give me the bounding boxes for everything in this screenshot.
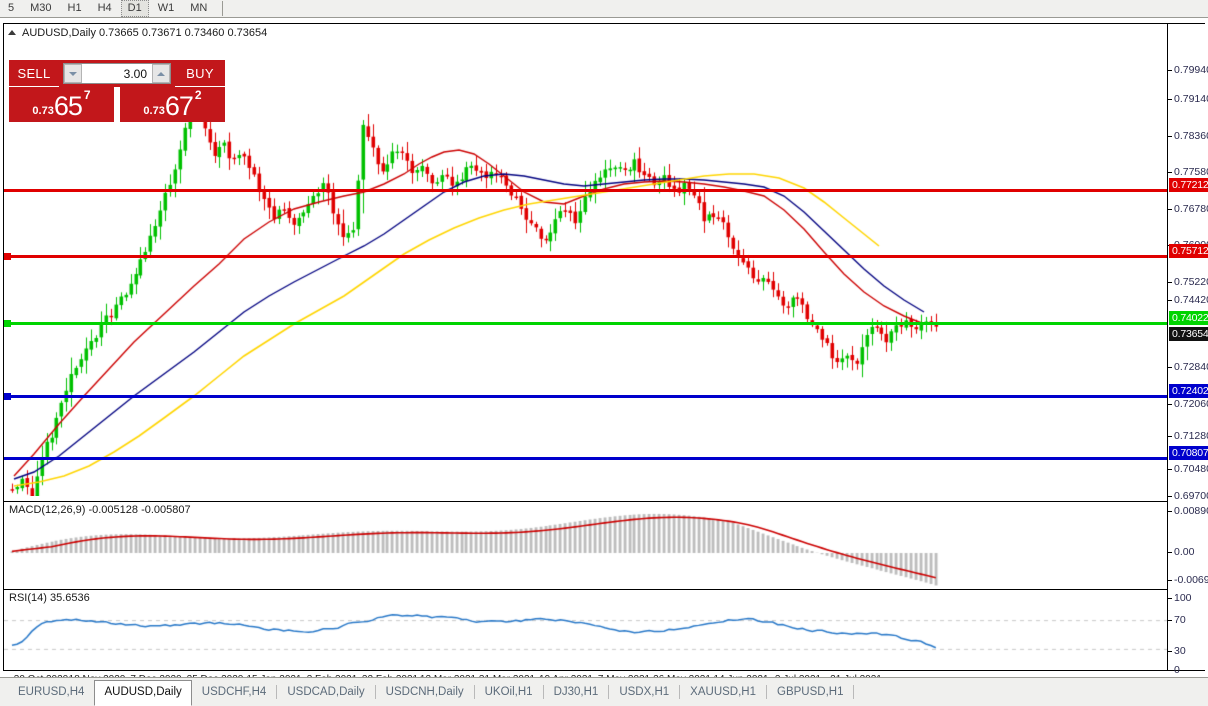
tab-separator [679,685,681,699]
tab-separator [542,685,544,699]
price-badge: 0.74022 [1169,311,1208,325]
symbol-tab-bar[interactable]: EURUSD,H4 AUDUSD,Daily USDCHF,H4 USDCAD,Dai… [0,677,1208,706]
symbol-tab-ukoil[interactable]: UKOil,H1 [484,685,533,698]
timeframe-mn[interactable]: MN [190,2,208,14]
rsi-canvas [4,590,1167,671]
symbol-tab-usdx[interactable]: USDX,H1 [619,685,670,698]
level-line[interactable] [4,320,1167,327]
level-line-bar [4,322,1167,325]
macd-label: MACD(12,26,9) -0.005128 -0.005807 [9,504,191,516]
tab-separator [374,685,376,699]
one-click-trading-panel[interactable]: SELL 3.00 BUY 0.73 65 7 0.73 [9,60,225,122]
trade-panel-price-row: 0.73 65 7 0.73 67 2 [9,87,225,122]
level-line-handle[interactable] [4,393,11,400]
tab-separator [276,685,278,699]
rsi-pane[interactable]: RSI(14) 35.6536 [4,589,1167,671]
buy-button[interactable]: BUY [175,60,225,87]
symbol-tab-xauusd[interactable]: XAUUSD,H1 [690,685,756,698]
scale-tick: 70 [1168,614,1186,626]
level-line-bar [4,189,1167,192]
level-line-handle[interactable] [4,253,11,260]
symbol-header: AUDUSD,Daily 0.73665 0.73671 0.73460 0.7… [8,26,267,40]
timeframe-h1[interactable]: H1 [67,2,82,14]
tab-separator [608,685,610,699]
scale-tick: 0 [1168,664,1180,676]
scale-tick: 0.00 [1168,546,1194,558]
level-line[interactable] [4,457,1167,460]
scale-tick: 0.008903 [1168,505,1208,517]
symbol-tab-dj30[interactable]: DJ30,H1 [553,685,599,698]
timeframe-h4[interactable]: H4 [97,2,112,14]
trade-panel-top-row: SELL 3.00 BUY [9,60,225,87]
rsi-label: RSI(14) 35.6536 [9,592,90,604]
price-badge: 0.77212 [1169,178,1208,192]
sell-price-prefix: 0.73 [32,105,54,117]
tab-separator [766,685,767,699]
volume-control[interactable]: 3.00 [59,60,175,87]
price-badge: 0.75712 [1169,244,1208,258]
macd-pane[interactable]: MACD(12,26,9) -0.005128 -0.005807 [4,501,1167,586]
tab-separator [853,685,855,699]
symbol-tab-audusd[interactable]: AUDUSD,Daily [94,680,192,706]
macd-canvas [4,502,1167,586]
level-line-bar [4,255,1167,258]
level-line-bar [4,457,1167,460]
sell-price-fraction: 7 [83,88,91,102]
level-line[interactable] [4,253,1167,260]
collapse-triangle-icon[interactable] [8,30,16,35]
symbol-tab-gbpusd[interactable]: GBPUSD,H1 [777,685,844,698]
timeframe-w1[interactable]: W1 [157,2,175,14]
volume-increase-button[interactable] [152,64,170,83]
scale-tick: 100 [1168,592,1192,604]
price-badge: 0.72402 [1169,384,1208,398]
symbol-ohlc-text: AUDUSD,Daily 0.73665 0.73671 0.73460 0.7… [22,27,268,39]
chevron-down-icon [69,71,77,76]
buy-price-main: 67 [164,91,194,121]
level-line[interactable] [4,393,1167,400]
timeframe-m30[interactable]: M30 [30,2,52,14]
timeframe-d1[interactable]: D1 [120,0,149,17]
buy-price-display[interactable]: 0.73 67 2 [120,87,225,122]
price-badge: 0.73654 [1169,327,1208,341]
scale-tick: -0.006977 [1168,574,1208,586]
chart-area[interactable]: MACD(12,26,9) -0.005128 -0.005807 RSI(14… [0,19,1208,685]
timeframe-5[interactable]: 5 [8,2,15,14]
sell-button[interactable]: SELL [9,60,59,87]
level-line[interactable] [4,189,1167,192]
level-line-handle[interactable] [4,320,11,327]
chevron-up-icon [157,71,165,76]
symbol-tab-usdchf[interactable]: USDCHF,H4 [201,685,267,698]
price-scale[interactable]: 0.799400.791400.783600.775800.767800.760… [1167,24,1208,676]
sell-price-display[interactable]: 0.73 65 7 [9,87,114,122]
toolbar-divider [222,1,224,16]
symbol-tab-usdcnh[interactable]: USDCNH,Daily [385,685,464,698]
level-line-bar [4,395,1167,398]
sell-price-main: 65 [53,91,83,121]
symbol-tab-usdcad[interactable]: USDCAD,Daily [287,685,365,698]
volume-decrease-button[interactable] [64,64,82,83]
price-badge: 0.70807 [1169,446,1208,460]
volume-input[interactable]: 3.00 [82,64,152,83]
symbol-tab-eurusd[interactable]: EURUSD,H4 [18,685,85,698]
scale-tick: 30 [1168,645,1186,657]
tab-separator [473,685,475,699]
timeframe-toolbar: 5 M30 H1 H4 D1 W1 MN [0,0,1208,18]
buy-price-prefix: 0.73 [143,105,165,117]
buy-price-fraction: 2 [194,88,202,102]
